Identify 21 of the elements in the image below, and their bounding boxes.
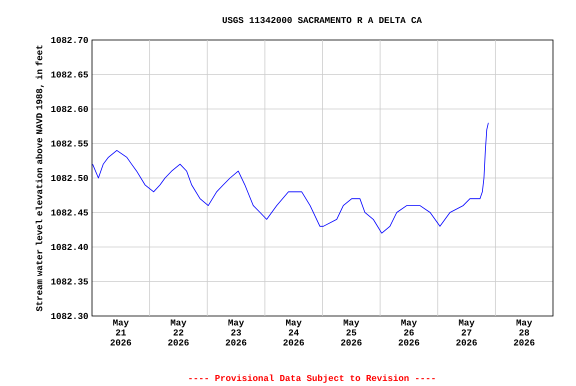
- y-tick-label: 1082.70: [51, 36, 88, 43]
- y-tick-label: 1082.30: [51, 312, 88, 319]
- line-series: [92, 122, 489, 234]
- x-tick-label: May 24 2026: [283, 319, 304, 346]
- y-tick-label: 1082.55: [51, 140, 88, 146]
- y-axis-title: Stream water level elevation above NAVD 1988, in feet: [36, 45, 44, 312]
- y-tick-label: 1082.40: [51, 244, 88, 250]
- y-tick-label: 1082.65: [51, 71, 88, 78]
- x-tick-label: May 21 2026: [110, 319, 132, 346]
- y-tick-label: 1082.50: [51, 174, 88, 181]
- x-tick-label: May 23 2026: [226, 319, 246, 346]
- y-tick-label: 1082.45: [51, 209, 88, 216]
- y-tick-label: 1082.35: [51, 278, 88, 284]
- x-tick-label: May 25 2026: [341, 319, 362, 346]
- x-tick-label: May 22 2026: [168, 319, 189, 346]
- x-tick-label: May 26 2026: [398, 319, 420, 346]
- text: ---- Provisional Data Subject to Revision ----: [189, 374, 435, 383]
- x-tick-label: May 28 2026: [514, 319, 534, 346]
- y-tick-label: 1082.60: [51, 106, 88, 112]
- x-tick-label: May 27 2026: [456, 319, 477, 346]
- chart-title: USGS 11342000 SACRAMENTO R A DELTA CA: [222, 16, 422, 23]
